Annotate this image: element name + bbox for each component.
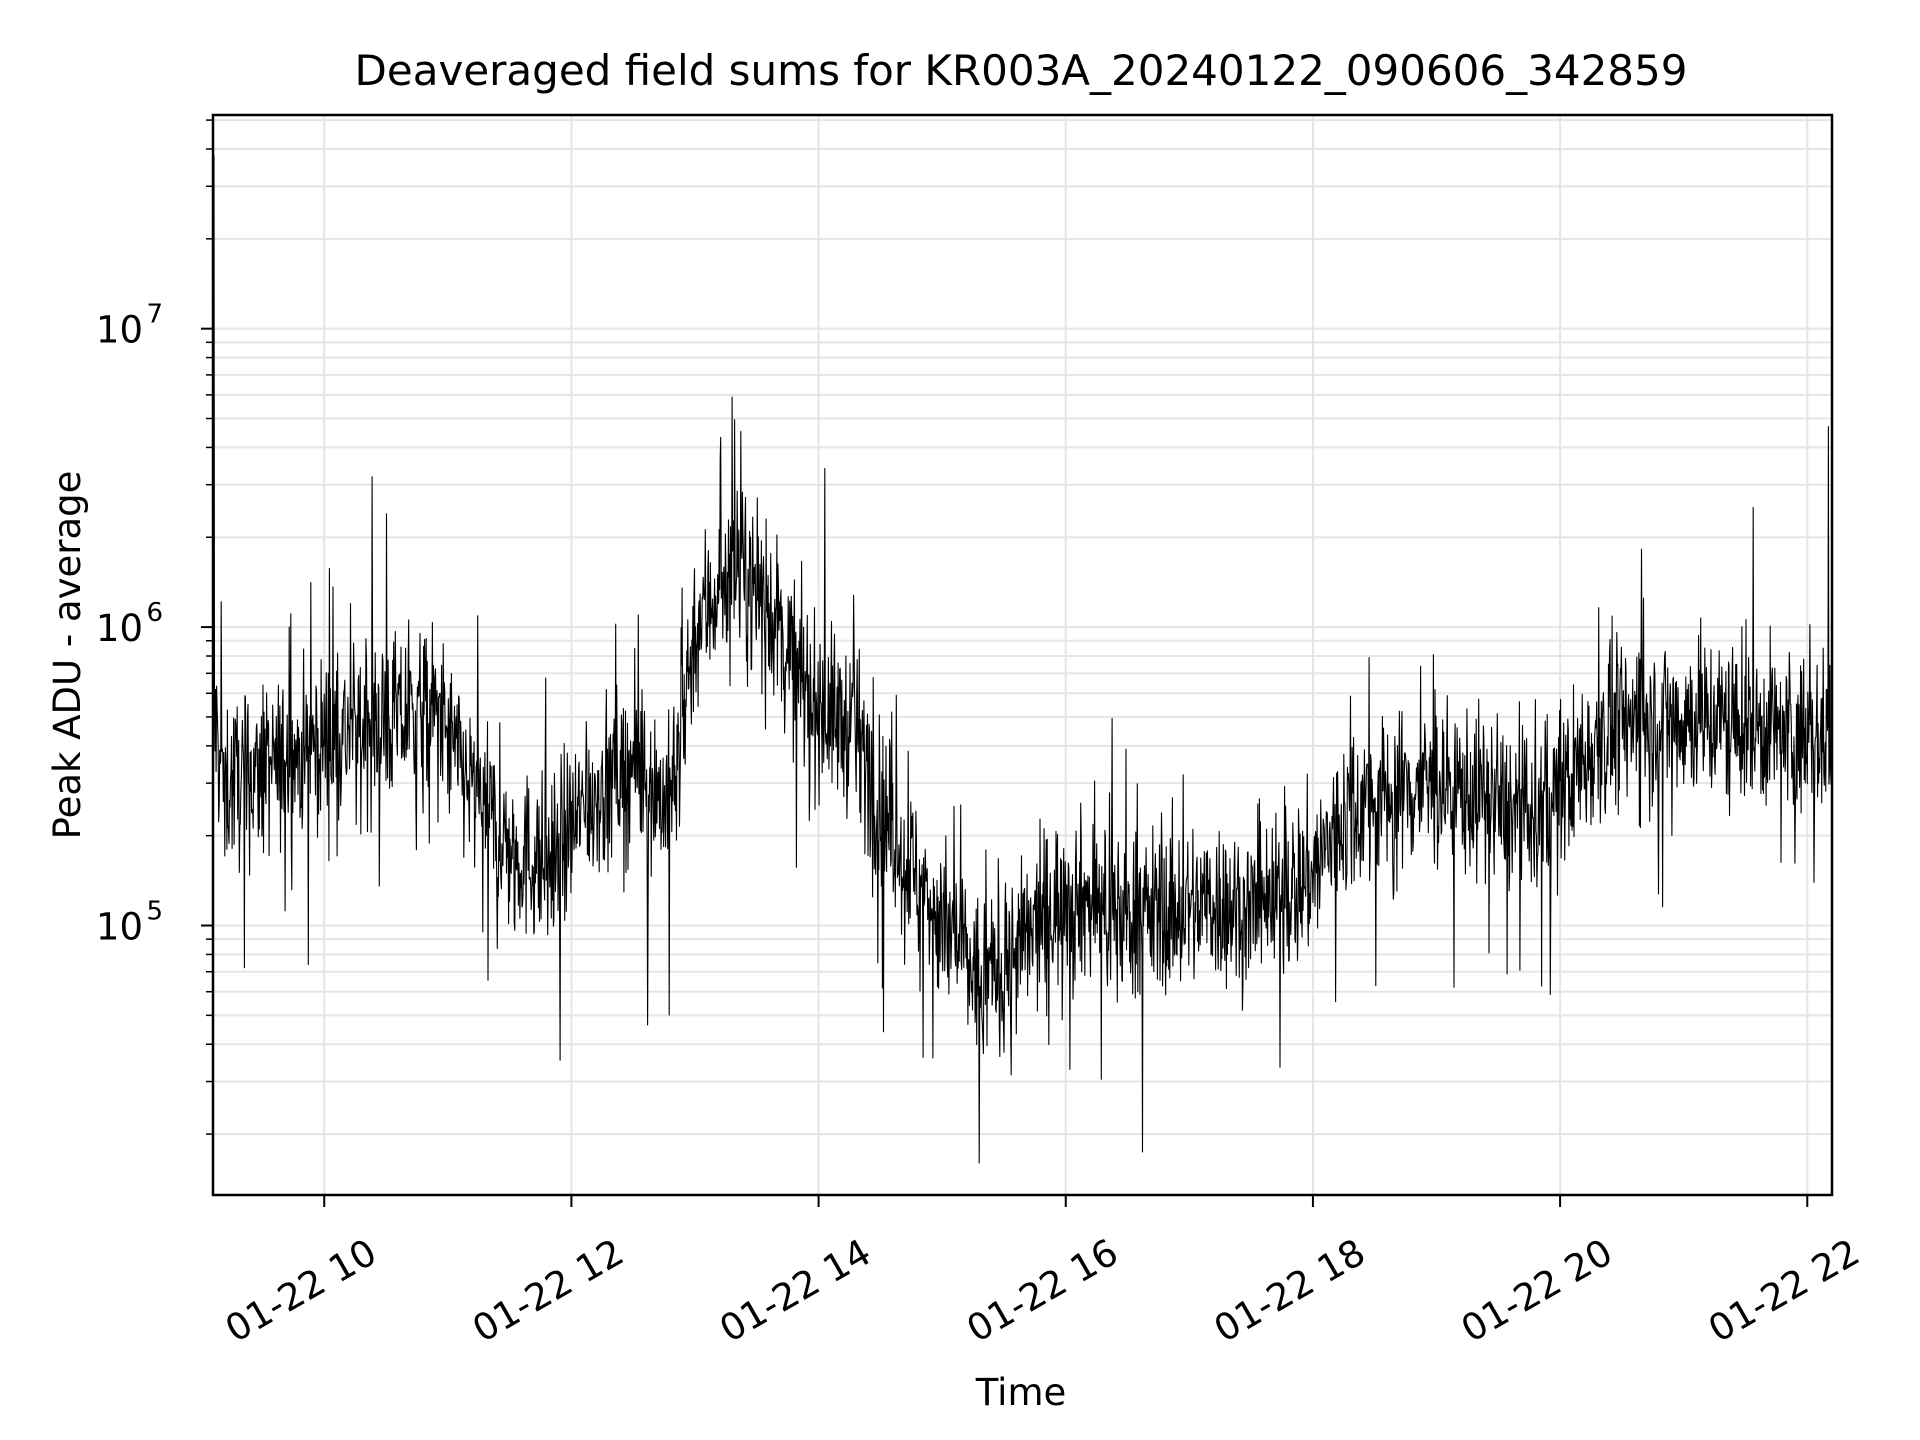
plot-frame	[211, 113, 1834, 1197]
y-tick-label: 10	[96, 309, 143, 352]
x-axis-label: Time	[975, 1371, 1067, 1414]
grid-major	[213, 115, 1832, 1195]
plot-clip-group	[213, 155, 1832, 1164]
y-axis-label: Peak ADU - average	[46, 471, 89, 840]
chart-title: Deaveraged field sums for KR003A_2024012…	[355, 46, 1688, 95]
series-line	[213, 155, 1832, 1164]
y-tick-exponent: 7	[146, 300, 163, 330]
y-tick-label: 10	[96, 607, 143, 650]
y-tick-exponent: 5	[146, 897, 163, 927]
y-tick-label: 10	[96, 906, 143, 949]
y-tick-exponent: 6	[146, 598, 163, 628]
